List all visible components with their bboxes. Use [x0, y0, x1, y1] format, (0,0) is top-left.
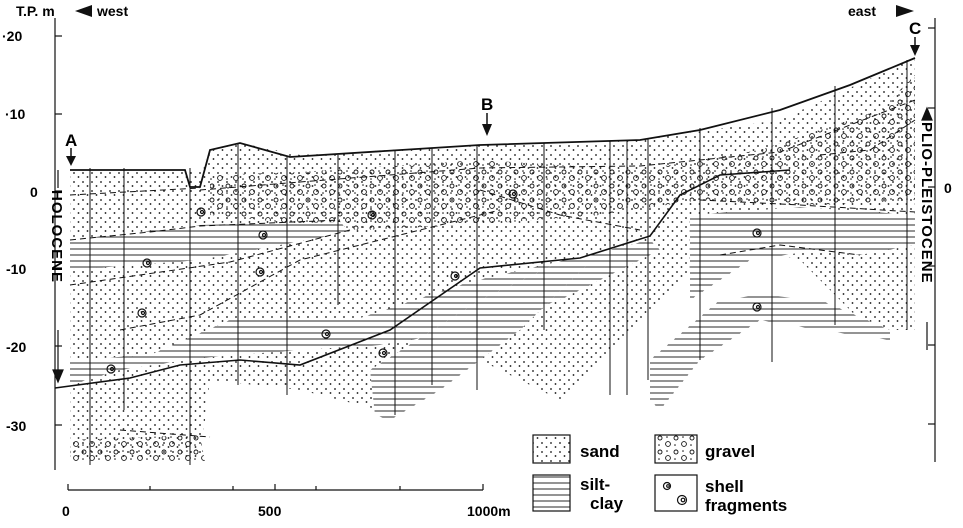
legend: sand gravel silt- clay shell fragments — [532, 434, 787, 515]
plio-pleistocene-bracket — [921, 106, 933, 350]
left-tick-minus10: -10 — [6, 261, 26, 277]
borehole-a-label: A — [65, 131, 77, 150]
sand-fill-base — [70, 58, 915, 460]
shell-icon — [662, 481, 688, 506]
dashed-contacts — [69, 99, 916, 438]
legend-silt-clay-swatch — [532, 474, 571, 512]
scale-tick-500: 500 — [258, 503, 282, 519]
east-arrow-icon — [896, 5, 914, 17]
legend-gravel-swatch — [654, 434, 698, 464]
left-axis — [54, 18, 62, 470]
distance-scale-bar — [67, 484, 484, 491]
silt-clay-main — [70, 240, 660, 385]
right-tick-0: 0 — [944, 180, 952, 196]
left-tick-10: ·10 — [5, 106, 25, 122]
holocene-label: HOLOCENE — [48, 190, 65, 283]
silt-clay-middle-wedge — [370, 262, 590, 420]
left-tick-20: ·20 — [2, 28, 22, 44]
legend-gravel-label: gravel — [705, 442, 755, 461]
right-axis — [928, 18, 936, 462]
scale-tick-0: 0 — [62, 503, 70, 519]
west-label: west — [96, 3, 128, 19]
silt-clay-left-upper — [70, 222, 350, 270]
left-tick-0: 0 — [30, 184, 38, 200]
plio-pleistocene-label: PLIO-PLEISTOCENE — [918, 122, 935, 284]
east-label: east — [848, 3, 876, 19]
holocene-base-contact — [54, 169, 791, 389]
left-tick-minus20: -20 — [6, 339, 26, 355]
silt-clay-east — [650, 207, 915, 410]
gravel-fill-lower-left — [70, 435, 205, 462]
borehole-b-label: B — [481, 95, 493, 114]
left-tick-minus30: -30 — [6, 418, 26, 434]
gravel-fill-upper — [210, 75, 915, 230]
legend-sand-label: sand — [580, 442, 620, 461]
scale-tick-1000m: 1000m — [467, 503, 511, 519]
borehole-c-label: C — [909, 19, 921, 38]
borehole-b-arrow-icon — [482, 113, 492, 136]
borehole-a-arrow-icon — [66, 148, 76, 166]
legend-sand-swatch — [532, 434, 571, 464]
tp-m-label: T.P. m — [16, 3, 55, 19]
borehole-lines — [89, 60, 908, 465]
borehole-c-arrow-icon — [910, 37, 920, 56]
west-arrow-icon — [75, 5, 92, 17]
legend-silt-clay-line2: clay — [590, 494, 624, 513]
holocene-bracket — [52, 170, 64, 384]
legend-shell-line2: fragments — [705, 496, 787, 515]
legend-shell-swatch — [654, 474, 698, 512]
legend-silt-clay-line1: silt- — [580, 475, 610, 494]
legend-shell-line1: shell — [705, 477, 744, 496]
shell-fragment-symbols — [106, 189, 762, 374]
